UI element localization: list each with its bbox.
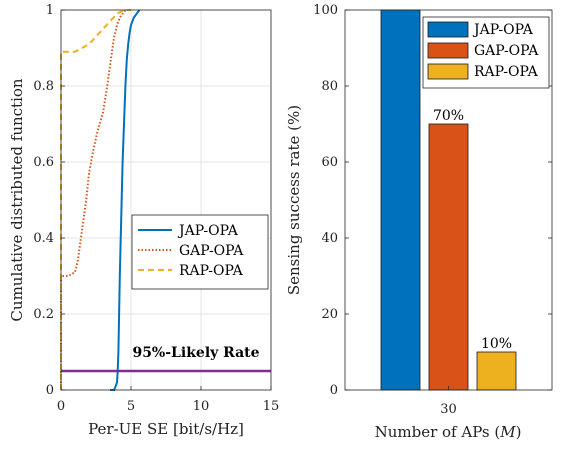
bar-y-tick-label: 40 (321, 231, 338, 246)
cdf-legend-label-gap-opa: GAP-OPA (179, 243, 244, 259)
cdf-95-likely-label: 95%-Likely Rate (132, 345, 259, 361)
bar-y-tick-label: 80 (321, 79, 338, 94)
bar-x-ticks: 30 (440, 386, 457, 417)
cdf-y-tick-label: 0 (46, 383, 54, 398)
cdf-y-tick-label: 0.4 (33, 231, 54, 246)
bar-data-labels: 70% 10% (433, 108, 512, 352)
bar-legend-label-jap-opa: JAP-OPA (472, 22, 534, 38)
cdf-legend-label-rap-opa: RAP-OPA (179, 263, 244, 279)
bar-jap-opa (380, 9, 421, 391)
bar-data-label-gap-opa: 70% (433, 108, 464, 124)
cdf-y-tick-label: 1 (46, 3, 54, 18)
bar-legend-swatch-rap-opa (427, 63, 469, 80)
cdf-panel: 95%-Likely Rate 0 5 10 15 0 0.2 0.4 0.6 0.8 1 Pe… (8, 3, 279, 438)
cdf-y-axis-label: Cumulative distributed function (8, 78, 26, 321)
bar-x-axis-label: Number of APs (M) (375, 423, 522, 441)
cdf-axes-box (60, 9, 272, 391)
cdf-x-tick-label: 15 (263, 399, 280, 414)
bar-gap-opa (428, 123, 469, 391)
cdf-y-ticks: 0 0.2 0.4 0.6 0.8 1 (33, 3, 65, 398)
cdf-x-tick-label: 5 (127, 399, 135, 414)
bar-y-tick-label: 60 (321, 155, 338, 170)
cdf-y-tick-label: 0.6 (33, 155, 54, 170)
cdf-y-tick-label: 0.8 (33, 79, 54, 94)
cdf-line-rap-opa (60, 9, 131, 390)
cdf-y-tick-label: 0.2 (33, 307, 54, 322)
cdf-legend: JAP-OPA GAP-OPA RAP-OPA (131, 214, 269, 290)
bar-legend-swatch-jap-opa (427, 21, 469, 38)
bar-legend-label-gap-opa: GAP-OPA (474, 43, 539, 59)
bar-data-label-rap-opa: 10% (481, 336, 512, 352)
bar-panel: 70% 10% 30 0 20 40 60 80 100 Number of APs (M)… (285, 3, 553, 441)
bar-y-tick-label: 0 (330, 383, 338, 398)
bar-y-tick-label: 20 (321, 307, 338, 322)
cdf-plot-area (61, 10, 271, 390)
cdf-legend-box (131, 214, 269, 290)
cdf-x-tick-label: 0 (57, 399, 65, 414)
bar-series-bars (380, 9, 517, 391)
cdf-line-jap-opa (110, 9, 141, 391)
bar-y-axis-label: Sensing success rate (%) (285, 105, 303, 295)
bar-legend: JAP-OPA GAP-OPA RAP-OPA (422, 16, 550, 89)
bar-rap-opa (476, 351, 517, 391)
cdf-legend-label-jap-opa: JAP-OPA (177, 223, 239, 239)
bar-legend-label-rap-opa: RAP-OPA (474, 64, 539, 80)
cdf-x-tick-label: 10 (193, 399, 210, 414)
cdf-x-axis-label: Per-UE SE [bit/s/Hz] (88, 420, 244, 438)
bar-y-ticks: 0 20 40 60 80 100 (313, 3, 552, 398)
bar-y-tick-label: 100 (313, 3, 338, 18)
bar-legend-swatch-gap-opa (427, 42, 469, 59)
bar-x-tick-label: 30 (440, 402, 457, 417)
cdf-series-lines (60, 9, 141, 391)
cdf-x-ticks: 0 5 10 15 (57, 386, 279, 414)
